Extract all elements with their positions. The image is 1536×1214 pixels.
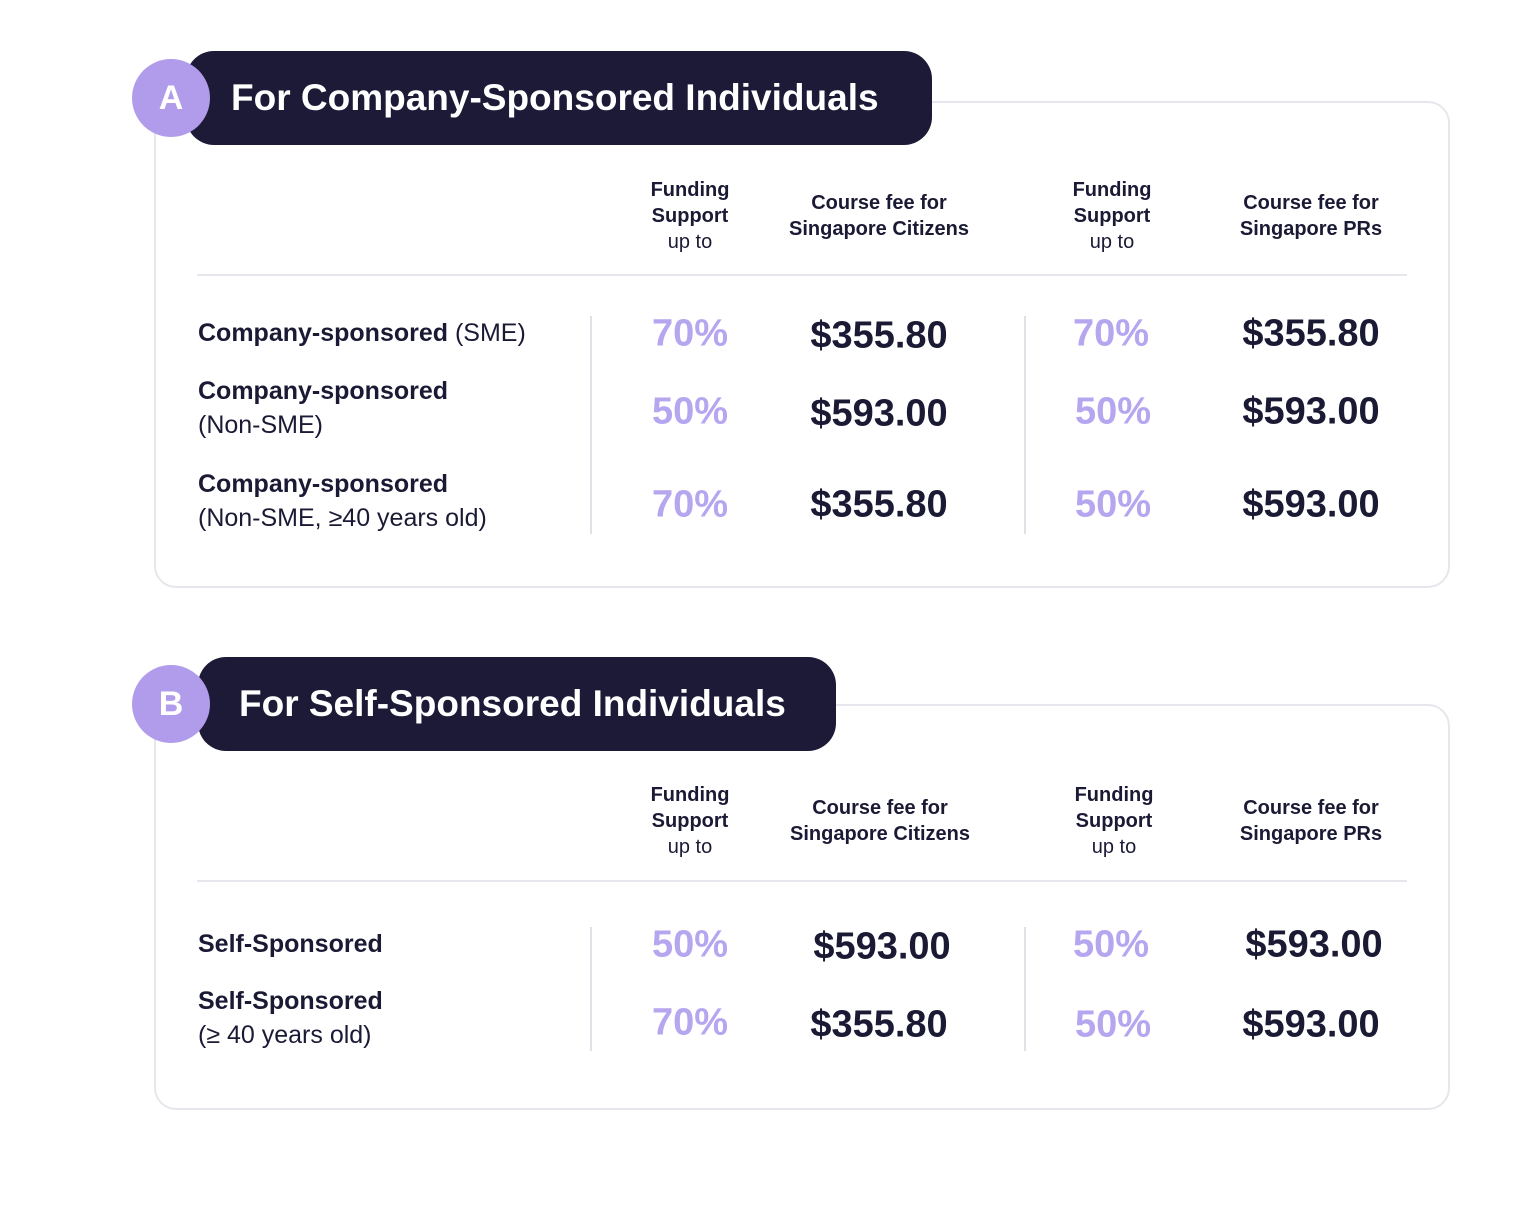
row-label: Company-sponsored (SME) [198,319,526,347]
section-b-title-pill: For Self-Sponsored Individuals [198,657,836,751]
row-label: Self-Sponsored (≥ 40 years old) [198,987,383,1049]
section-a-title-pill: For Company-Sponsored Individuals [186,51,932,145]
citizen-fee-value: $355.80 [810,314,948,357]
section-b-badge: B [132,665,210,743]
row-label: Company-sponsored (Non-SME, ≥40 years ol… [198,470,487,532]
pr-fee-value: $593.00 [1242,1003,1380,1046]
row-label: Company-sponsored (Non-SME) [198,377,449,439]
header-funding-support-prs: Funding Support up to [1072,179,1152,253]
citizen-fee-value: $355.80 [810,483,948,526]
citizen-support-value: 70% [651,1001,729,1044]
header-course-fee-citizens: Course fee for Singapore Citizens [788,192,970,240]
pr-support-value: 50% [1072,923,1150,966]
pr-fee-value: $593.00 [1242,483,1380,526]
header-funding-support-citizens: Funding Support up to [650,784,730,858]
header-course-fee-prs: Course fee for Singapore PRs [1239,192,1383,240]
pr-support-value: 50% [1074,483,1152,526]
pr-fee-value: $355.80 [1242,312,1380,355]
section-a-badge: A [132,59,210,137]
header-course-fee-prs: Course fee for Singapore PRs [1239,797,1383,845]
section-b-title: For Self-Sponsored Individuals [239,683,786,724]
column-divider [590,316,592,534]
row-label: Self-Sponsored [198,930,383,958]
header-funding-support-prs: Funding Support up to [1074,784,1154,858]
company-sponsored-card [154,101,1450,588]
citizen-support-value: 50% [651,390,729,433]
header-funding-support-citizens: Funding Support up to [650,179,730,253]
citizen-support-value: 70% [651,312,729,355]
citizen-fee-value: $355.80 [810,1003,948,1046]
column-divider [590,927,592,1051]
header-course-fee-citizens: Course fee for Singapore Citizens [789,797,971,845]
column-divider [1024,316,1026,534]
column-divider [1024,927,1026,1051]
pr-fee-value: $593.00 [1245,923,1383,966]
section-a-title: For Company-Sponsored Individuals [231,77,879,118]
header-divider [197,880,1407,882]
citizen-fee-value: $593.00 [810,392,948,435]
header-divider [197,274,1407,276]
citizen-support-value: 70% [651,483,729,526]
self-sponsored-card [154,704,1450,1110]
citizen-support-value: 50% [651,923,729,966]
pr-fee-value: $593.00 [1242,390,1380,433]
pr-support-value: 70% [1072,312,1150,355]
citizen-fee-value: $593.00 [813,925,951,968]
pr-support-value: 50% [1074,1003,1152,1046]
pr-support-value: 50% [1074,390,1152,433]
